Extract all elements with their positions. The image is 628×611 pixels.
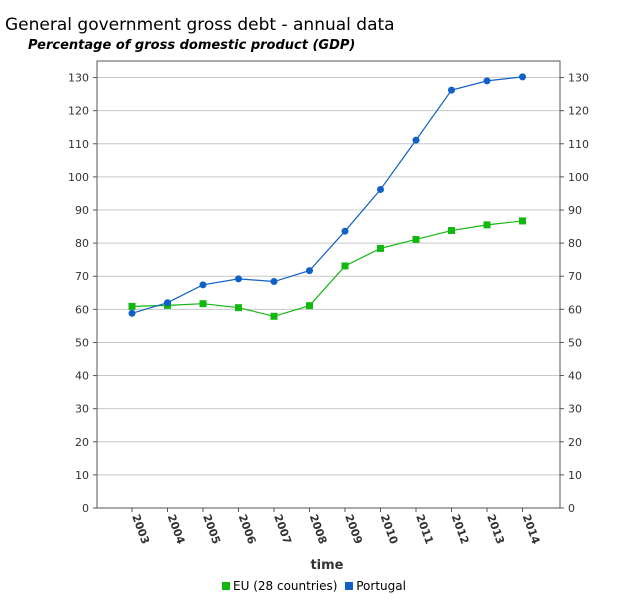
y-tick-label-left-90: 90 (75, 204, 89, 217)
y-tick-label-left-50: 50 (75, 336, 89, 349)
y-tick-label-right-110: 110 (568, 138, 589, 151)
point-portugal-2013 (483, 77, 491, 85)
y-tick-label-right-120: 120 (568, 105, 589, 118)
point-eu-2008 (306, 302, 313, 310)
y-tick-label-right-0: 0 (568, 502, 575, 515)
legend-label-eu: EU (28 countries) (233, 579, 338, 593)
y-tick-label-left-130: 130 (68, 72, 89, 85)
x-tick-label-2011: 2011 (413, 513, 436, 546)
chart-subtitle: Percentage of gross domestic product (GD… (28, 38, 356, 53)
point-eu-2006 (235, 304, 242, 312)
point-eu-2014 (519, 217, 526, 225)
point-portugal-2009 (341, 227, 349, 235)
x-tick-label-2009: 2009 (342, 513, 365, 546)
y-tick-label-right-60: 60 (568, 303, 582, 316)
point-portugal-2004 (164, 299, 171, 307)
y-tick-label-left-70: 70 (75, 270, 89, 283)
y-tick-label-left-40: 40 (75, 370, 89, 383)
chart-title: General government gross debt - annual d… (5, 15, 395, 35)
point-eu-2012 (448, 227, 455, 235)
x-tick-label-2004: 2004 (165, 513, 188, 547)
legend: EU (28 countries) Portugal (0, 579, 628, 593)
y-tick-label-right-130: 130 (568, 72, 589, 85)
point-portugal-2010 (377, 185, 384, 193)
y-tick-label-right-50: 50 (568, 336, 582, 349)
x-tick-label-2012: 2012 (449, 513, 472, 546)
gridlines (97, 77, 560, 509)
point-portugal-2014 (519, 73, 526, 81)
x-tick-label-2005: 2005 (200, 513, 223, 546)
point-eu-2010 (377, 244, 384, 252)
y-tick-label-left-0: 0 (82, 502, 89, 515)
y-tick-label-right-90: 90 (568, 204, 582, 217)
y-axis-right: 0 10 20 30 40 50 60 70 80 90 100 110 120 130 (560, 72, 589, 515)
y-tick-label-right-100: 100 (568, 171, 589, 184)
y-tick-label-right-70: 70 (568, 270, 582, 283)
y-tick-label-right-40: 40 (568, 370, 582, 383)
point-eu-2005 (199, 300, 207, 308)
y-tick-label-right-10: 10 (568, 469, 582, 482)
point-portugal-2011 (412, 136, 420, 144)
point-portugal-2012 (448, 86, 455, 94)
x-tick-label-2007: 2007 (271, 513, 294, 546)
legend-swatch-portugal (345, 582, 354, 590)
x-tick-label-2010: 2010 (378, 513, 401, 547)
series-line-eu (131, 220, 523, 317)
x-tick-label-2014: 2014 (520, 513, 543, 547)
y-tick-label-right-20: 20 (568, 436, 582, 449)
y-tick-label-left-20: 20 (75, 436, 89, 449)
point-portugal-2007 (270, 278, 278, 286)
x-axis-label: time (310, 558, 343, 573)
y-tick-label-left-110: 110 (68, 138, 89, 151)
plot-area (96, 60, 561, 509)
y-tick-label-left-120: 120 (68, 105, 89, 118)
legend-item-eu: EU (28 countries) (222, 579, 337, 593)
series-line-portugal (131, 76, 523, 314)
point-portugal-2005 (199, 281, 207, 289)
point-eu-2013 (483, 221, 491, 229)
x-tick-label-2008: 2008 (307, 513, 330, 546)
legend-swatch-eu (222, 582, 231, 590)
y-tick-label-left-100: 100 (68, 171, 89, 184)
point-eu-2007 (270, 312, 278, 320)
point-eu-2011 (412, 235, 420, 243)
x-tick-label-2006: 2006 (236, 513, 259, 547)
x-tick-label-2003: 2003 (129, 513, 152, 546)
point-eu-2009 (341, 262, 349, 270)
y-tick-label-left-60: 60 (75, 303, 89, 316)
x-axis: 2003 2004 2005 2006 2007 2008 2009 2010 2011 2012… (129, 508, 542, 546)
legend-item-portugal: Portugal (345, 579, 406, 593)
point-portugal-2006 (235, 275, 242, 283)
y-tick-label-right-30: 30 (568, 403, 582, 416)
y-axis-left: 0 10 20 30 40 50 60 70 80 90 100 110 120 130 (68, 72, 97, 515)
y-tick-label-left-10: 10 (75, 469, 89, 482)
y-tick-label-left-30: 30 (75, 403, 89, 416)
y-tick-label-right-80: 80 (568, 237, 582, 250)
series-layer (128, 73, 526, 320)
x-tick-label-2013: 2013 (484, 513, 507, 546)
point-portugal-2008 (306, 267, 313, 275)
legend-label-portugal: Portugal (356, 579, 406, 593)
y-tick-label-left-80: 80 (75, 237, 89, 250)
point-portugal-2003 (128, 309, 136, 317)
point-eu-2003 (128, 302, 136, 310)
